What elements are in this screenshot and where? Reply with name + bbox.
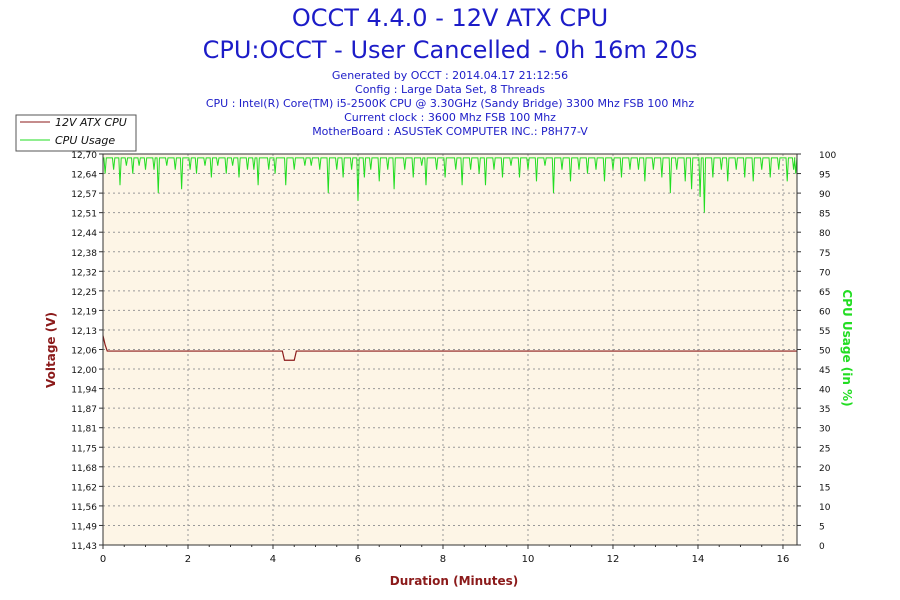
y-right-tick-label: 5 [819,522,825,532]
grid [103,154,797,545]
x-tick-label: 8 [440,554,446,565]
x-tick-label: 10 [522,554,535,565]
info-generated: Generated by OCCT : 2014.04.17 21:12:56 [331,69,569,82]
x-tick-label: 2 [185,554,191,565]
y-left-tick-label: 12,06 [71,347,97,357]
y-left-tick-label: 11,75 [71,444,97,454]
voltage-line [102,335,797,361]
y-right-tick-label: 45 [819,366,830,376]
axes: 0 2 4 6 8 10 12 14 16 11,43 11,49 11,56 11,62 11,68 11… [71,151,836,565]
y-left-tick-label: 11,68 [71,464,97,474]
y-right-tick-label: 35 [819,405,830,415]
y-left-tick-label: 11,94 [71,386,97,396]
x-tick-label: 4 [270,554,276,565]
y-left-tick-label: 12,44 [71,229,97,239]
y-right-tick-label: 30 [819,425,831,435]
info-motherboard: MotherBoard : ASUSTeK COMPUTER INC.: P8H… [312,125,588,138]
y-right-axis-label: CPU Usage (in %) [840,289,854,406]
plot-border [102,153,798,546]
x-tick-label: 0 [100,554,106,565]
y-right-tick-label: 10 [819,503,831,513]
legend: 12V ATX CPU CPU Usage [15,114,137,152]
cpu-usage-series [103,157,798,213]
y-left-tick-label: 12,70 [71,151,97,161]
y-left-tick-label: 12,51 [71,210,97,220]
x-axis-label: Duration (Minutes) [390,574,518,588]
y-right-tick-label: 50 [819,347,831,357]
y-right-tick-label: 65 [819,288,830,298]
info-cpu: CPU : Intel(R) Core(TM) i5-2500K CPU @ 3… [205,97,695,110]
info-clock: Current clock : 3600 Mhz FSB 100 Mhz [344,111,556,124]
chart-title: OCCT 4.4.0 - 12V ATX CPU [291,4,609,32]
y-left-tick-label: 11,49 [71,522,97,532]
y-right-tick-label: 15 [819,483,830,493]
y-right-tick-label: 70 [819,268,831,278]
y-left-tick-label: 12,13 [71,327,97,337]
y-right-tick-label: 0 [819,542,825,552]
y-right-tick-label: 40 [819,386,831,396]
legend-voltage-label: 12V ATX CPU [55,116,127,129]
y-left-tick-label: 11,43 [71,542,97,552]
y-right-tick-label: 90 [819,190,831,200]
x-tick-label: 6 [355,554,361,565]
y-left-tick-label: 12,38 [71,249,97,259]
y-right-tick-label: 95 [819,171,830,181]
y-left-tick-label: 11,81 [71,425,97,435]
y-right-tick-label: 55 [819,327,830,337]
y-left-tick-label: 11,56 [71,503,97,513]
y-left-tick-label: 12,25 [71,288,97,298]
legend-cpu-label: CPU Usage [55,134,115,147]
y-right-tick-label: 85 [819,210,830,220]
y-left-axis-label: Voltage (V) [44,312,58,388]
y-left-tick-label: 12,64 [71,171,97,181]
x-tick-label: 16 [777,554,790,565]
chart-subtitle: CPU:OCCT - User Cancelled - 0h 16m 20s [202,36,698,64]
y-left-tick-label: 11,62 [71,483,97,493]
y-right-tick-label: 60 [819,307,831,317]
legend-box [15,114,137,152]
x-tick-label: 12 [607,554,620,565]
y-right-tick-label: 100 [819,151,836,161]
x-tick-label: 14 [692,554,705,565]
y-right-tick-label: 20 [819,464,831,474]
y-left-tick-label: 12,57 [71,190,97,200]
y-right-tick-label: 75 [819,249,830,259]
y-left-tick-label: 12,32 [71,268,97,278]
y-right-tick-label: 25 [819,444,830,454]
y-left-tick-label: 11,87 [71,405,97,415]
y-left-tick-label: 12,19 [71,307,97,317]
info-config: Config : Large Data Set, 8 Threads [355,83,545,96]
voltage-series [102,335,797,361]
cpu-usage-line [103,157,798,213]
y-left-tick-label: 12,00 [71,366,97,376]
y-right-tick-label: 80 [819,229,831,239]
